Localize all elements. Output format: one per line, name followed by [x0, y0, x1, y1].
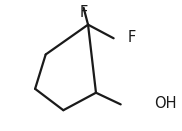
Text: F: F: [128, 30, 136, 45]
Text: OH: OH: [154, 96, 177, 111]
Text: F: F: [80, 5, 88, 20]
